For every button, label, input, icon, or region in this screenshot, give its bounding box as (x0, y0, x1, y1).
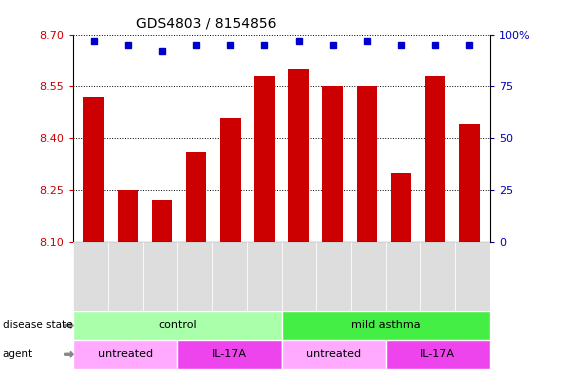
Text: disease state: disease state (3, 320, 72, 331)
Text: IL-17A: IL-17A (212, 349, 247, 359)
Bar (152, 200, 172, 242)
Bar (177, 242, 212, 311)
Bar (73, 340, 177, 369)
Bar (254, 76, 275, 242)
Bar (316, 242, 351, 311)
Text: mild asthma: mild asthma (351, 320, 421, 331)
Bar (288, 69, 309, 242)
Bar (118, 190, 138, 242)
Text: untreated: untreated (306, 349, 361, 359)
Bar (356, 86, 377, 242)
Text: GDS4803 / 8154856: GDS4803 / 8154856 (136, 17, 276, 31)
Bar (455, 242, 490, 311)
Text: IL-17A: IL-17A (420, 349, 455, 359)
Bar (282, 311, 490, 340)
Bar (73, 242, 108, 311)
Bar (220, 118, 240, 242)
Text: control: control (158, 320, 196, 331)
Bar (177, 340, 282, 369)
Bar (247, 242, 282, 311)
Bar (351, 242, 386, 311)
Bar (212, 242, 247, 311)
Bar (391, 173, 411, 242)
Bar (459, 124, 480, 242)
Text: agent: agent (3, 349, 33, 359)
Bar (83, 97, 104, 242)
Bar (386, 340, 490, 369)
Bar (73, 311, 282, 340)
Bar (108, 242, 142, 311)
Bar (142, 242, 177, 311)
Bar (282, 340, 386, 369)
Bar (421, 242, 455, 311)
Text: untreated: untreated (98, 349, 153, 359)
Bar (323, 86, 343, 242)
Bar (386, 242, 421, 311)
Bar (425, 76, 445, 242)
Bar (186, 152, 207, 242)
Bar (282, 242, 316, 311)
